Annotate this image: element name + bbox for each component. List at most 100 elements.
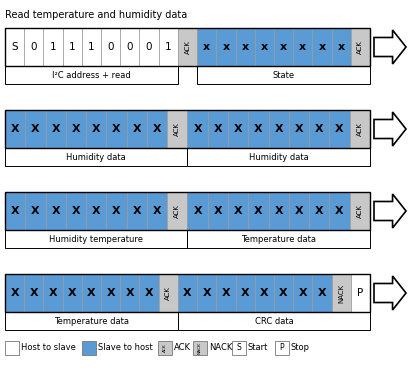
- Bar: [216, 274, 235, 312]
- Bar: [146, 192, 167, 230]
- Bar: [308, 192, 329, 230]
- Bar: [308, 110, 329, 148]
- Text: X: X: [183, 288, 191, 298]
- Bar: [235, 28, 254, 66]
- Text: X: X: [335, 206, 343, 216]
- Text: X: X: [92, 206, 100, 216]
- Bar: [101, 28, 120, 66]
- Text: NACK: NACK: [208, 344, 231, 353]
- Text: 1: 1: [164, 42, 171, 52]
- Bar: [43, 274, 63, 312]
- Text: X: X: [87, 288, 96, 298]
- Bar: [288, 110, 308, 148]
- Bar: [45, 192, 66, 230]
- Bar: [146, 110, 167, 148]
- Bar: [139, 28, 158, 66]
- Text: X: X: [144, 288, 153, 298]
- Bar: [268, 110, 288, 148]
- Text: 1: 1: [69, 42, 75, 52]
- Text: X: X: [213, 206, 222, 216]
- Bar: [178, 312, 369, 330]
- Bar: [158, 28, 178, 66]
- Bar: [273, 28, 292, 66]
- Bar: [312, 274, 331, 312]
- Bar: [274, 341, 288, 355]
- Bar: [197, 274, 216, 312]
- Text: Read temperature and humidity data: Read temperature and humidity data: [5, 10, 187, 20]
- Text: X: X: [125, 288, 134, 298]
- Text: X: X: [335, 124, 343, 134]
- Text: X: X: [279, 288, 287, 298]
- Text: X: X: [112, 124, 121, 134]
- Bar: [106, 192, 126, 230]
- Bar: [25, 192, 45, 230]
- Bar: [292, 28, 312, 66]
- Bar: [329, 192, 349, 230]
- Text: Stop: Stop: [290, 344, 309, 353]
- Bar: [350, 274, 369, 312]
- Bar: [5, 274, 369, 312]
- Text: CRC data: CRC data: [254, 317, 292, 326]
- Text: X: X: [92, 124, 100, 134]
- Bar: [5, 148, 187, 166]
- Text: X: X: [68, 288, 76, 298]
- Text: X: X: [294, 124, 303, 134]
- Text: X: X: [10, 288, 19, 298]
- Bar: [207, 110, 227, 148]
- Text: ACK: ACK: [174, 122, 180, 136]
- Text: S: S: [11, 42, 18, 52]
- Bar: [231, 341, 245, 355]
- Text: X: X: [274, 206, 282, 216]
- Bar: [273, 274, 292, 312]
- Bar: [254, 28, 273, 66]
- Text: X: X: [153, 206, 161, 216]
- Bar: [120, 28, 139, 66]
- Text: x: x: [299, 42, 306, 52]
- Text: NACK: NACK: [337, 283, 343, 302]
- Text: ACK: ACK: [184, 40, 190, 54]
- Bar: [5, 28, 24, 66]
- Bar: [101, 274, 120, 312]
- Text: X: X: [314, 124, 323, 134]
- Bar: [5, 110, 369, 148]
- Bar: [167, 110, 187, 148]
- Bar: [187, 148, 369, 166]
- Text: ACK: ACK: [163, 344, 167, 352]
- Polygon shape: [373, 30, 405, 64]
- Bar: [350, 28, 369, 66]
- Text: X: X: [254, 206, 262, 216]
- Bar: [178, 274, 197, 312]
- Text: ACK: ACK: [356, 204, 362, 218]
- Bar: [187, 192, 207, 230]
- Bar: [82, 28, 101, 66]
- Bar: [227, 110, 248, 148]
- Bar: [192, 341, 206, 355]
- Bar: [248, 110, 268, 148]
- Bar: [197, 66, 369, 84]
- Text: X: X: [106, 288, 115, 298]
- Text: 1: 1: [88, 42, 94, 52]
- Text: X: X: [202, 288, 211, 298]
- Text: I²C address + read: I²C address + read: [52, 71, 130, 79]
- Text: Temperature data: Temperature data: [54, 317, 129, 326]
- Bar: [216, 28, 235, 66]
- Text: X: X: [11, 124, 19, 134]
- Text: P: P: [279, 344, 283, 353]
- Text: X: X: [49, 288, 57, 298]
- Text: X: X: [221, 288, 230, 298]
- Text: ACK: ACK: [356, 122, 362, 136]
- Bar: [5, 110, 25, 148]
- Bar: [106, 110, 126, 148]
- Text: X: X: [233, 206, 242, 216]
- Text: X: X: [132, 206, 141, 216]
- Text: x: x: [318, 42, 325, 52]
- Bar: [126, 110, 146, 148]
- Bar: [139, 274, 158, 312]
- Bar: [25, 110, 45, 148]
- Text: 0: 0: [107, 42, 114, 52]
- Text: NACK: NACK: [197, 342, 201, 354]
- Bar: [82, 274, 101, 312]
- Text: S: S: [236, 344, 240, 353]
- Bar: [5, 312, 178, 330]
- Bar: [86, 192, 106, 230]
